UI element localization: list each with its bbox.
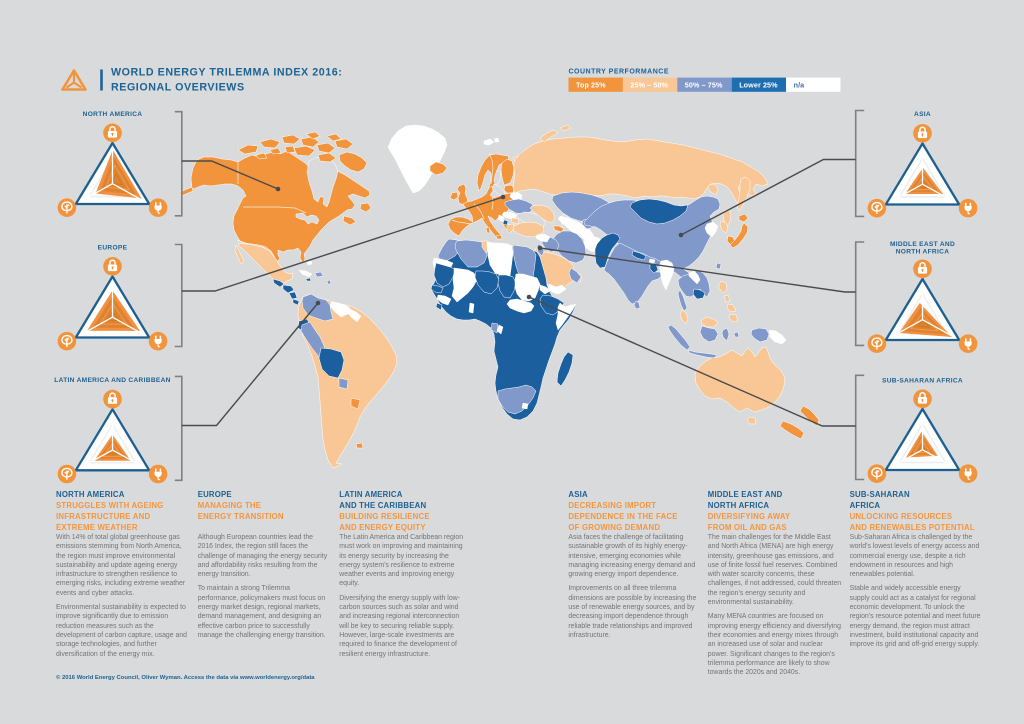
svg-text:REGIONAL OVERVIEWS: REGIONAL OVERVIEWS xyxy=(111,82,245,94)
svg-text:EUROPE: EUROPE xyxy=(98,245,128,252)
svg-text:COUNTRY PERFORMANCE: COUNTRY PERFORMANCE xyxy=(569,69,670,76)
svg-text:WORLD ENERGY TRILEMMA INDEX 20: WORLD ENERGY TRILEMMA INDEX 2016: xyxy=(111,67,342,79)
svg-text:NORTH AFRICA: NORTH AFRICA xyxy=(896,249,950,256)
svg-text:ASIA: ASIA xyxy=(914,111,931,118)
svg-text:25% – 50%: 25% – 50% xyxy=(630,81,668,90)
svg-text:Top 25%: Top 25% xyxy=(576,81,606,90)
svg-text:50% – 75%: 50% – 75% xyxy=(685,81,723,90)
svg-text:NORTH AMERICA: NORTH AMERICA xyxy=(83,111,143,118)
svg-text:SUB-SAHARAN AFRICA: SUB-SAHARAN AFRICA xyxy=(882,378,963,385)
svg-text:LATIN AMERICA AND CARIBBEAN: LATIN AMERICA AND CARIBBEAN xyxy=(54,377,170,384)
svg-text:Lower 25%: Lower 25% xyxy=(739,81,778,90)
svg-text:MIDDLE EAST AND: MIDDLE EAST AND xyxy=(890,241,955,248)
svg-text:n/a: n/a xyxy=(794,81,806,90)
